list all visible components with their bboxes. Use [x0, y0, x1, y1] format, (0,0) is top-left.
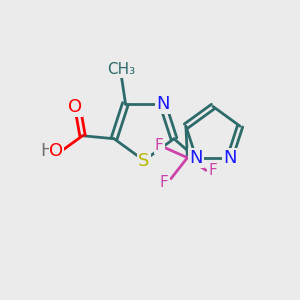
- Text: O: O: [68, 98, 82, 116]
- Text: N: N: [223, 149, 236, 167]
- Text: O: O: [50, 142, 64, 160]
- Text: CH₃: CH₃: [107, 62, 135, 77]
- Text: S: S: [138, 152, 150, 169]
- Text: F: F: [160, 175, 169, 190]
- Text: F: F: [208, 163, 217, 178]
- Text: N: N: [190, 149, 203, 167]
- Text: H: H: [40, 142, 53, 160]
- Text: N: N: [156, 94, 169, 112]
- Text: F: F: [155, 138, 164, 153]
